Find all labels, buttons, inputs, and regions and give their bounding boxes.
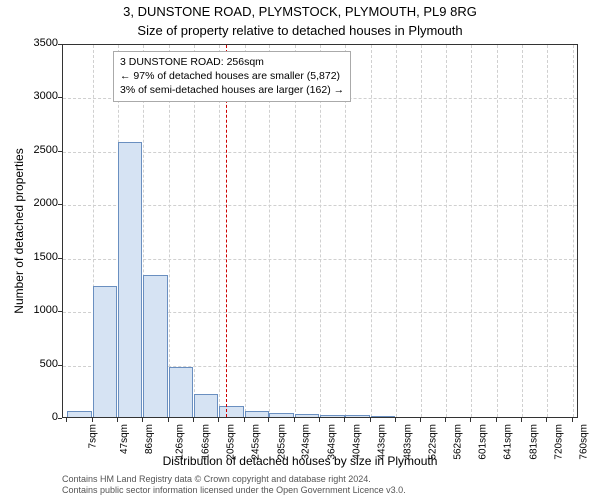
x-tick: [294, 418, 295, 422]
x-tick: [117, 418, 118, 422]
x-tick-label: 483sqm: [402, 424, 413, 460]
y-tick-label: 3000: [8, 90, 58, 102]
x-tick: [218, 418, 219, 422]
x-tick: [319, 418, 320, 422]
x-tick-label: 601sqm: [477, 424, 488, 460]
grid-line-vertical: [396, 45, 397, 417]
y-tick: [58, 97, 62, 98]
histogram-bar: [245, 411, 269, 417]
histogram-bar: [118, 142, 142, 417]
annotation-box: 3 DUNSTONE ROAD: 256sqm ← 97% of detache…: [113, 51, 351, 102]
y-tick: [58, 258, 62, 259]
histogram-bar: [143, 275, 167, 417]
x-tick-label: 641sqm: [503, 424, 514, 460]
x-tick-label: 562sqm: [453, 424, 464, 460]
x-tick: [395, 418, 396, 422]
histogram-bar: [219, 406, 243, 417]
histogram-bar: [371, 416, 395, 417]
footer-line1: Contains HM Land Registry data © Crown c…: [62, 474, 406, 485]
x-tick-label: 720sqm: [553, 424, 564, 460]
chart-container: 3, DUNSTONE ROAD, PLYMSTOCK, PLYMOUTH, P…: [0, 0, 600, 500]
x-tick: [92, 418, 93, 422]
x-tick-label: 404sqm: [352, 424, 363, 460]
x-tick: [521, 418, 522, 422]
y-tick-label: 500: [8, 358, 58, 370]
x-tick-label: 443sqm: [377, 424, 388, 460]
x-tick: [142, 418, 143, 422]
x-tick-label: 681sqm: [528, 424, 539, 460]
x-tick: [445, 418, 446, 422]
chart-title-sub: Size of property relative to detached ho…: [0, 23, 600, 38]
y-axis-label: Number of detached properties: [12, 148, 26, 313]
y-tick: [58, 151, 62, 152]
y-tick: [58, 311, 62, 312]
x-tick: [496, 418, 497, 422]
histogram-bar: [93, 286, 117, 417]
grid-line-vertical: [573, 45, 574, 417]
histogram-bar: [269, 413, 293, 417]
y-tick: [58, 365, 62, 366]
histogram-bar: [320, 415, 344, 417]
grid-line-vertical: [471, 45, 472, 417]
y-tick: [58, 44, 62, 45]
x-tick-label: 126sqm: [175, 424, 186, 460]
grid-line-vertical: [371, 45, 372, 417]
y-tick-label: 1500: [8, 251, 58, 263]
histogram-bar: [67, 411, 91, 417]
grid-line-vertical: [547, 45, 548, 417]
grid-line-vertical: [446, 45, 447, 417]
x-tick-label: 166sqm: [200, 424, 211, 460]
footer-attribution: Contains HM Land Registry data © Crown c…: [62, 474, 406, 497]
x-tick-label: 86sqm: [144, 424, 155, 454]
x-tick-label: 522sqm: [427, 424, 438, 460]
histogram-bar: [169, 367, 193, 417]
x-tick: [193, 418, 194, 422]
y-tick-label: 2000: [8, 197, 58, 209]
x-tick: [420, 418, 421, 422]
y-tick: [58, 204, 62, 205]
x-tick: [546, 418, 547, 422]
x-tick-label: 245sqm: [251, 424, 262, 460]
chart-title-main: 3, DUNSTONE ROAD, PLYMSTOCK, PLYMOUTH, P…: [0, 4, 600, 19]
annotation-line2: ← 97% of detached houses are smaller (5,…: [120, 69, 344, 83]
grid-line-vertical: [522, 45, 523, 417]
x-tick: [66, 418, 67, 422]
x-tick: [572, 418, 573, 422]
y-tick-label: 0: [8, 411, 58, 423]
x-tick: [168, 418, 169, 422]
footer-line2: Contains public sector information licen…: [62, 485, 406, 496]
x-tick: [244, 418, 245, 422]
annotation-line3: 3% of semi-detached houses are larger (1…: [120, 83, 344, 97]
x-tick: [268, 418, 269, 422]
grid-line-vertical: [421, 45, 422, 417]
histogram-bar: [295, 414, 319, 417]
x-tick-label: 760sqm: [579, 424, 590, 460]
y-tick-label: 1000: [8, 304, 58, 316]
x-tick-label: 324sqm: [301, 424, 312, 460]
y-tick-label: 2500: [8, 144, 58, 156]
x-tick: [344, 418, 345, 422]
y-tick-label: 3500: [8, 37, 58, 49]
x-tick-label: 47sqm: [119, 424, 130, 454]
x-tick: [370, 418, 371, 422]
annotation-line1: 3 DUNSTONE ROAD: 256sqm: [120, 55, 344, 69]
x-tick: [470, 418, 471, 422]
x-tick-label: 285sqm: [276, 424, 287, 460]
y-tick: [58, 418, 62, 419]
grid-line-vertical: [497, 45, 498, 417]
histogram-bar: [345, 415, 369, 417]
x-tick-label: 205sqm: [225, 424, 236, 460]
x-tick-label: 364sqm: [326, 424, 337, 460]
histogram-bar: [194, 394, 218, 418]
chart-plot-area: 3 DUNSTONE ROAD: 256sqm ← 97% of detache…: [62, 44, 578, 418]
x-tick-label: 7sqm: [88, 424, 99, 448]
